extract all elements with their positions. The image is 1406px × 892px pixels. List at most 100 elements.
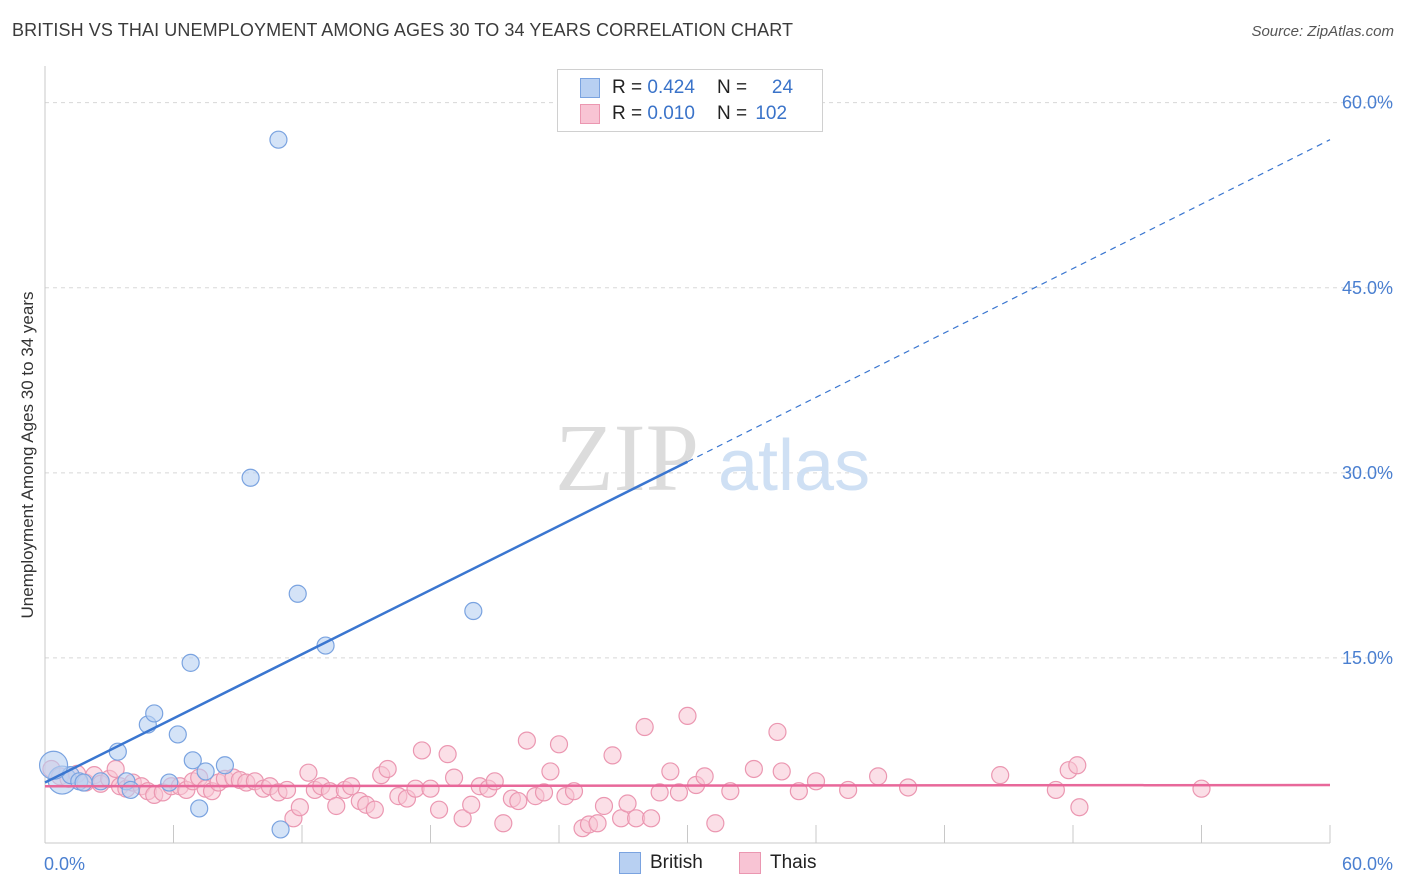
grid-layer [45, 102, 1392, 659]
british-point [196, 762, 215, 781]
thais-point [768, 722, 787, 742]
british-point [183, 751, 202, 770]
british-point [38, 750, 69, 780]
y-tick-label: 60.0% [1342, 93, 1393, 113]
r-label: R = [612, 77, 643, 98]
thais-point [869, 767, 888, 786]
thais-trend-line [44, 783, 1331, 788]
thais-point [898, 778, 918, 797]
british-point [74, 773, 93, 792]
trend-lines [44, 139, 1331, 788]
thais-point [541, 762, 560, 781]
thais-legend-label: Thais [770, 852, 817, 873]
thais-point [453, 809, 472, 828]
legend-row-thais: R = 0.010 N = 102 [580, 102, 787, 126]
thais-point [588, 814, 607, 833]
british-point [181, 653, 200, 672]
british-point [145, 704, 164, 723]
british-point [121, 780, 140, 800]
thais-swatch [580, 104, 600, 124]
british-point [288, 584, 307, 603]
legend-row-british: R = 0.424 N = 24 [580, 76, 793, 100]
thais-point [365, 800, 384, 819]
thais-point [549, 735, 569, 754]
thais-point [661, 762, 680, 781]
british-trend-extension [687, 139, 1331, 463]
thais-point [421, 779, 440, 798]
thais-point [1192, 779, 1211, 798]
thais-point [721, 782, 740, 801]
thais-point [695, 767, 714, 786]
thais-r-value: 0.010 [647, 103, 695, 124]
thais-point [669, 783, 689, 802]
british-point [190, 799, 209, 818]
thais-point [635, 717, 654, 737]
british-swatch [580, 78, 600, 98]
legend-item-british[interactable]: British [619, 852, 703, 874]
british-point [464, 601, 483, 621]
thais-n-value: 102 [755, 103, 788, 124]
thais-point [429, 800, 449, 819]
thais-point [494, 814, 513, 833]
thais-point [462, 795, 481, 814]
thais-point [641, 809, 661, 828]
british-point [215, 756, 234, 775]
y-tick-label: 15.0% [1342, 648, 1393, 668]
thais-point [678, 706, 697, 726]
thais-point [594, 796, 614, 816]
british-point [168, 725, 187, 744]
thais-point [650, 783, 669, 802]
thais-point [772, 762, 791, 781]
thais-points [42, 706, 1211, 838]
y-axis-label: Unemployment Among Ages 30 to 34 years [18, 291, 37, 619]
x-tick-label: 0.0% [44, 854, 85, 874]
british-legend-swatch [619, 852, 641, 874]
series-legend: British Thais [0, 852, 1406, 878]
thais-point [517, 731, 536, 750]
thais-point [378, 759, 397, 779]
thais-point [1068, 756, 1087, 775]
thais-point [839, 780, 858, 800]
british-points [38, 130, 483, 839]
n-label: N = [716, 103, 748, 124]
source-credit: Source: ZipAtlas.com [1251, 23, 1394, 40]
thais-point [438, 745, 457, 764]
thais-point [509, 791, 528, 811]
thais-point [1070, 798, 1089, 817]
thais-point [327, 796, 346, 816]
british-trend-line [44, 460, 689, 784]
british-point [271, 820, 290, 839]
british-point [269, 130, 288, 149]
thais-point [603, 746, 622, 765]
thais-point [290, 798, 309, 817]
british-point [241, 468, 260, 487]
x-tick-label: 60.0% [1342, 854, 1393, 874]
thais-point [299, 763, 318, 782]
british-n-value: 24 [771, 77, 794, 98]
thais-point [1046, 780, 1065, 800]
legend-item-thais[interactable]: Thais [739, 852, 816, 874]
thais-point [991, 766, 1010, 785]
thais-point [744, 759, 763, 779]
thais-point [485, 772, 504, 791]
watermark-zip: ZIP [555, 404, 699, 511]
watermark-atlas: atlas [718, 426, 870, 506]
tick-labels: 15.0% 30.0% 45.0% 60.0% 0.0% 60.0% [44, 93, 1393, 874]
thais-point [444, 768, 464, 787]
y-tick-label: 30.0% [1342, 463, 1393, 483]
n-label: N = [716, 77, 748, 98]
british-r-value: 0.424 [647, 77, 695, 98]
thais-point [706, 814, 725, 833]
r-label: R = [612, 103, 643, 124]
thais-point [277, 780, 297, 800]
correlation-legend: R = 0.424 N = 24 R = 0.010 N = 102 [557, 69, 823, 132]
watermark: ZIP atlas [555, 404, 870, 511]
thais-point [534, 783, 554, 802]
axes-layer [44, 66, 1331, 844]
thais-point [412, 741, 432, 760]
british-point [160, 773, 179, 792]
thais-point [806, 772, 826, 791]
thais-point [789, 782, 808, 801]
thais-point [618, 794, 637, 813]
